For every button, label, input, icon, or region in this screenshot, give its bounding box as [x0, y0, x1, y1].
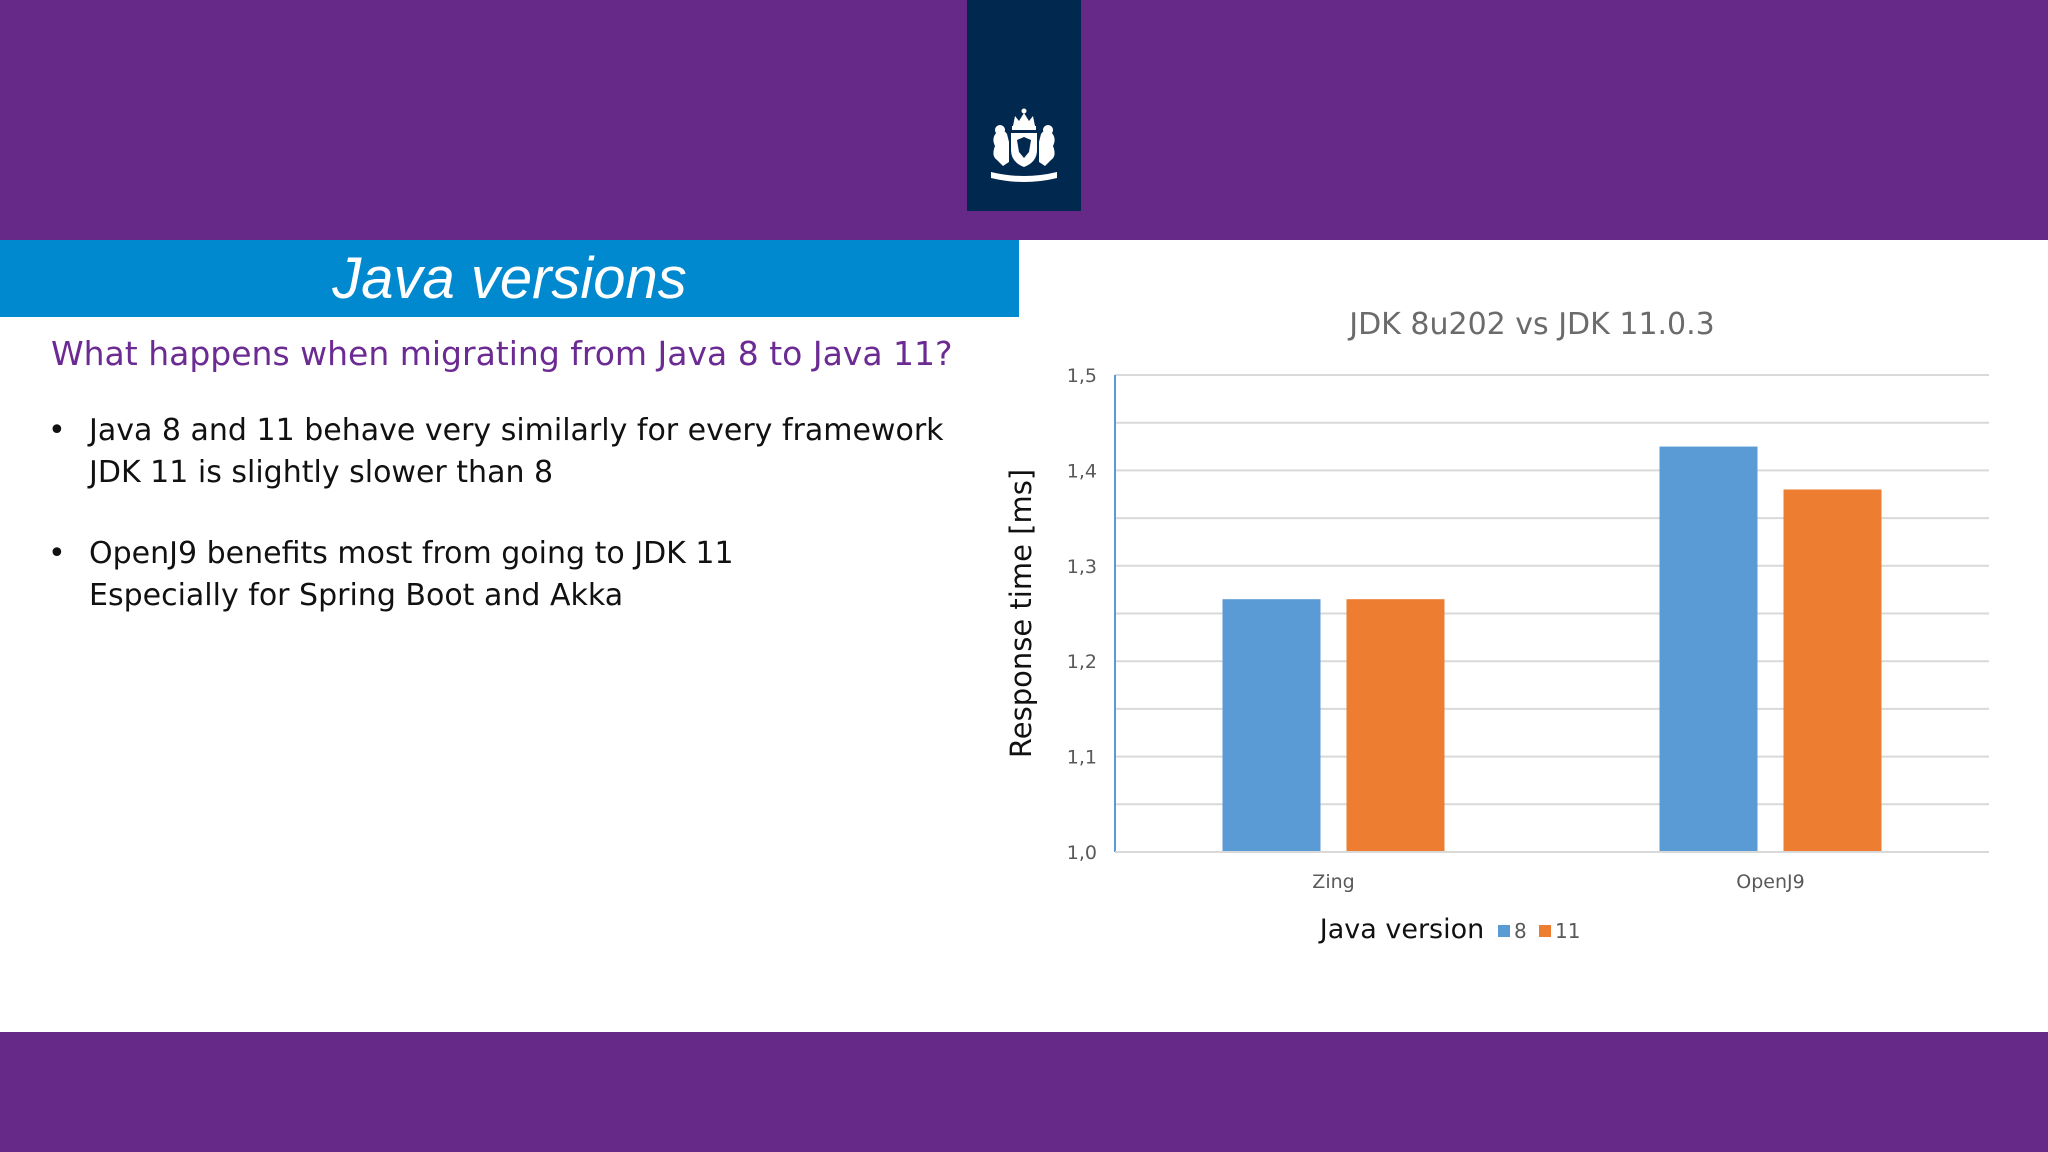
legend-swatch-8 — [1498, 925, 1510, 937]
bullet-marker: • — [48, 536, 66, 571]
slide-title: Java versions — [0, 240, 1019, 317]
legend-label-11: 11 — [1555, 919, 1580, 943]
legend-label-8: 8 — [1514, 919, 1527, 943]
y-tick-label: 1,2 — [1067, 651, 1097, 673]
chart-title: JDK 8u202 vs JDK 11.0.3 — [1347, 307, 1715, 342]
bottom-band — [0, 1032, 2048, 1152]
legend-swatch-11 — [1539, 925, 1551, 937]
bullet-list: • Java 8 and 11 behave very similarly fo… — [48, 410, 948, 656]
bullet-line: OpenJ9 benefits most from going to JDK 1… — [89, 536, 734, 571]
dutch-royal-coat-of-arms-icon — [991, 108, 1057, 182]
x-axis-title: Java version — [1318, 914, 1485, 945]
bar-openj9-11 — [1783, 489, 1882, 852]
y-axis-title: Response time [ms] — [1004, 469, 1038, 758]
bullet-item: • Java 8 and 11 behave very similarly fo… — [48, 410, 948, 494]
bullet-item: • OpenJ9 benefits most from going to JDK… — [48, 533, 948, 617]
y-tick-label: 1,4 — [1067, 460, 1097, 482]
x-tick-label: Zing — [1312, 871, 1354, 893]
bar-chart: JDK 8u202 vs JDK 11.0.3 1,0 1,1 1,2 1,3 1,4 1,… — [1004, 307, 1989, 945]
x-tick-label: OpenJ9 — [1736, 871, 1804, 893]
y-tick-label: 1,0 — [1067, 842, 1097, 864]
bar-zing-8 — [1222, 599, 1321, 852]
bullet-marker: • — [48, 413, 66, 448]
bullet-line: Especially for Spring Boot and Akka — [89, 578, 624, 613]
y-tick-label: 1,1 — [1067, 747, 1097, 769]
bullet-line: Java 8 and 11 behave very similarly for … — [89, 413, 944, 448]
y-tick-label: 1,3 — [1067, 556, 1097, 578]
bar-zing-11 — [1346, 599, 1445, 852]
bar-openj9-8 — [1659, 446, 1758, 852]
slide-subtitle: What happens when migrating from Java 8 … — [51, 334, 953, 373]
logo-panel — [967, 0, 1081, 211]
y-tick-label: 1,5 — [1067, 365, 1097, 387]
bullet-line: JDK 11 is slightly slower than 8 — [89, 455, 554, 490]
